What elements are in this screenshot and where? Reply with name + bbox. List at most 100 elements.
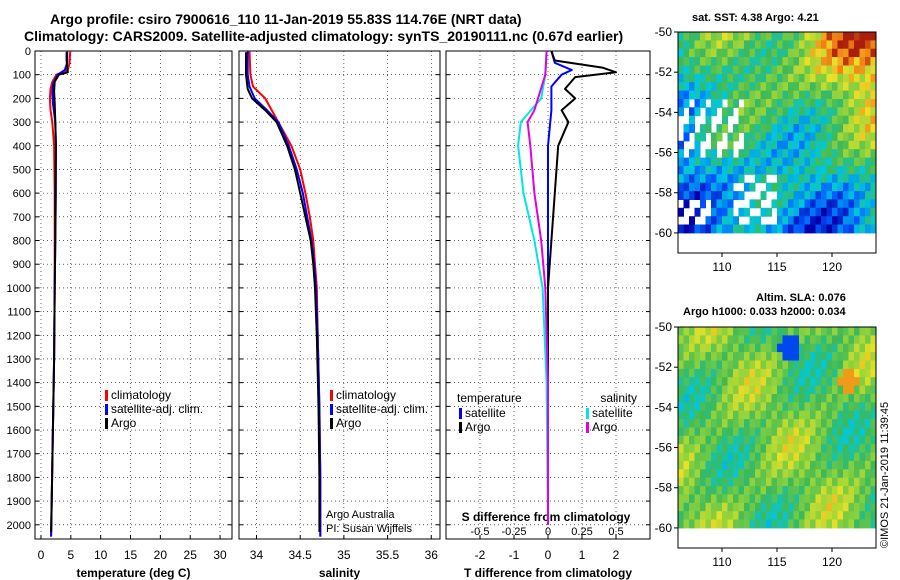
- sla-cell: [771, 452, 778, 462]
- sla-cell: [744, 385, 750, 395]
- sla-cell: [810, 460, 816, 470]
- sla-cell: [832, 444, 838, 454]
- sst-cell: [700, 90, 706, 100]
- sla-cell: [799, 435, 805, 445]
- sla-cell: [793, 452, 800, 462]
- sla-cell: [788, 452, 794, 462]
- sla-cell: [700, 460, 706, 470]
- sla-cell: [865, 335, 871, 345]
- sla-cell: [738, 352, 745, 361]
- figure-title-line1: Argo profile: csiro 7900616_110 11-Jan-2…: [50, 11, 522, 27]
- sla-cell: [700, 427, 706, 437]
- sst-cell: [738, 149, 745, 159]
- sst-cell: [859, 48, 866, 58]
- sst-cell: [760, 90, 767, 100]
- sla-cell: [744, 477, 750, 487]
- sla-cell: [799, 394, 805, 403]
- sst-cell: [843, 165, 849, 175]
- sst-cell: [755, 224, 761, 234]
- sla-cell: [711, 410, 717, 420]
- sst-cell: [810, 149, 816, 159]
- sla-cell: [705, 511, 712, 521]
- sst-cell: [738, 82, 745, 92]
- sst-cell: [771, 115, 778, 125]
- sla-cell: [832, 343, 838, 353]
- sst-cell: [865, 90, 871, 100]
- sla-xtick-label: 120: [822, 555, 842, 569]
- sst-cell: [865, 191, 871, 200]
- sst-cell: [689, 40, 695, 50]
- sla-cell: [705, 502, 712, 512]
- sst-cell: [771, 40, 778, 50]
- sst-cell: [678, 48, 684, 58]
- legend-swatch: [330, 418, 333, 429]
- sst-cell: [694, 90, 701, 100]
- sla-cell: [738, 394, 745, 403]
- sst-cell: [793, 82, 800, 92]
- sla-cell: [727, 427, 734, 437]
- sst-cell: [804, 65, 811, 75]
- sla-cell: [793, 385, 800, 395]
- sst-cell: [683, 99, 690, 108]
- sla-cell: [848, 335, 855, 345]
- sst-cell: [826, 65, 833, 75]
- sst-cell: [678, 99, 684, 108]
- sst-cell: [821, 140, 827, 150]
- sla-cell: [755, 343, 761, 353]
- sst-cell: [832, 124, 838, 133]
- sla-cell: [777, 385, 783, 395]
- sst-cell: [810, 216, 816, 226]
- sla-cell: [859, 360, 866, 370]
- sst-cell: [749, 82, 756, 92]
- sla-cell: [744, 511, 750, 521]
- sla-cell: [755, 469, 761, 479]
- sla-cell: [804, 410, 811, 420]
- sst-cell: [826, 90, 833, 100]
- sst-cell: [722, 174, 728, 184]
- sla-cell: [832, 519, 838, 529]
- sst-cell: [865, 182, 871, 192]
- sla-cell: [865, 469, 871, 479]
- sla-cell: [788, 469, 794, 479]
- sla-cell: [815, 452, 822, 462]
- sst-cell: [744, 182, 750, 192]
- sla-cell: [771, 327, 778, 336]
- sla-cell: [815, 435, 822, 445]
- sla-cell: [848, 394, 855, 403]
- sst-cell: [826, 32, 833, 41]
- sst-ytick-label: -52: [655, 65, 673, 79]
- sla-cell: [815, 352, 822, 361]
- sla-cell: [837, 410, 844, 420]
- sst-cell: [837, 149, 844, 159]
- sst-cell: [821, 132, 827, 142]
- sla-cell: [749, 427, 756, 437]
- sst-cell: [843, 174, 849, 184]
- sla-cell: [865, 460, 871, 470]
- sst-cell: [810, 191, 816, 200]
- sst-cell: [837, 224, 844, 234]
- sla-cell: [854, 460, 860, 470]
- sst-cell: [755, 48, 761, 58]
- sla-cell: [799, 419, 805, 428]
- sst-cell: [870, 40, 877, 50]
- sla-cell: [788, 477, 794, 487]
- sst-cell: [837, 199, 844, 209]
- sla-cell: [848, 494, 855, 504]
- sst-cell: [821, 182, 827, 192]
- sst-cell: [782, 124, 789, 133]
- sst-cell: [843, 65, 849, 75]
- sla-cell: [788, 385, 794, 395]
- legend-swatch: [105, 418, 108, 429]
- sla-cell: [678, 460, 684, 470]
- sla-cell: [843, 385, 849, 395]
- sla-cell: [782, 502, 789, 512]
- sla-cell: [788, 360, 794, 370]
- sst-cell: [683, 132, 690, 142]
- sla-cell: [771, 377, 778, 387]
- sst-cell: [799, 124, 805, 133]
- sst-cell: [854, 157, 860, 167]
- sla-cell: [826, 410, 833, 420]
- sla-ytick-label: -60: [655, 521, 673, 535]
- sla-cell: [705, 435, 712, 445]
- sst-ytick-label: -56: [655, 146, 673, 160]
